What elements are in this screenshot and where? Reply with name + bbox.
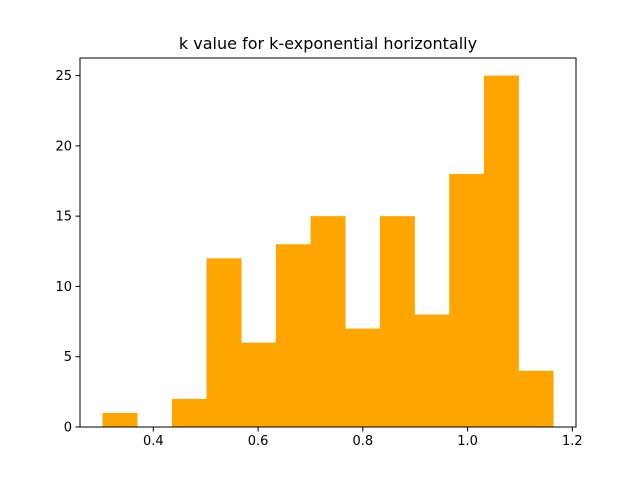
x-tick-label: 0.4 <box>143 434 164 449</box>
histogram-bar <box>206 258 242 427</box>
x-tick-label: 1.2 <box>562 434 583 449</box>
y-tick-label: 25 <box>55 69 72 84</box>
histogram-bar <box>241 342 277 427</box>
plot-frame <box>79 57 577 428</box>
histogram-bar <box>171 398 207 427</box>
x-tick-label: 0.6 <box>248 434 269 449</box>
chart-title: k value for k-exponential horizontally <box>179 34 477 53</box>
axes-layer: 0.4 0.6 0.8 1.0 1.2 0 5 10 15 20 25 <box>55 57 583 449</box>
y-tick-label: 20 <box>55 139 72 154</box>
histogram-bar <box>310 216 346 427</box>
bars-layer <box>102 75 554 427</box>
y-tick-label: 15 <box>55 210 72 225</box>
histogram-bar <box>379 216 415 427</box>
x-tick-label: 0.8 <box>352 434 373 449</box>
histogram-bar <box>518 370 554 427</box>
y-tick-label: 10 <box>55 280 72 295</box>
y-tick-label: 5 <box>64 350 72 365</box>
histogram-bar <box>449 173 485 427</box>
histogram-bar <box>275 244 311 427</box>
y-tick-label: 0 <box>64 421 72 436</box>
histogram-bar <box>345 328 381 427</box>
histogram-bar <box>483 75 519 427</box>
x-tick-label: 1.0 <box>457 434 478 449</box>
histogram-bar <box>414 314 450 427</box>
histogram-bar <box>102 412 138 427</box>
